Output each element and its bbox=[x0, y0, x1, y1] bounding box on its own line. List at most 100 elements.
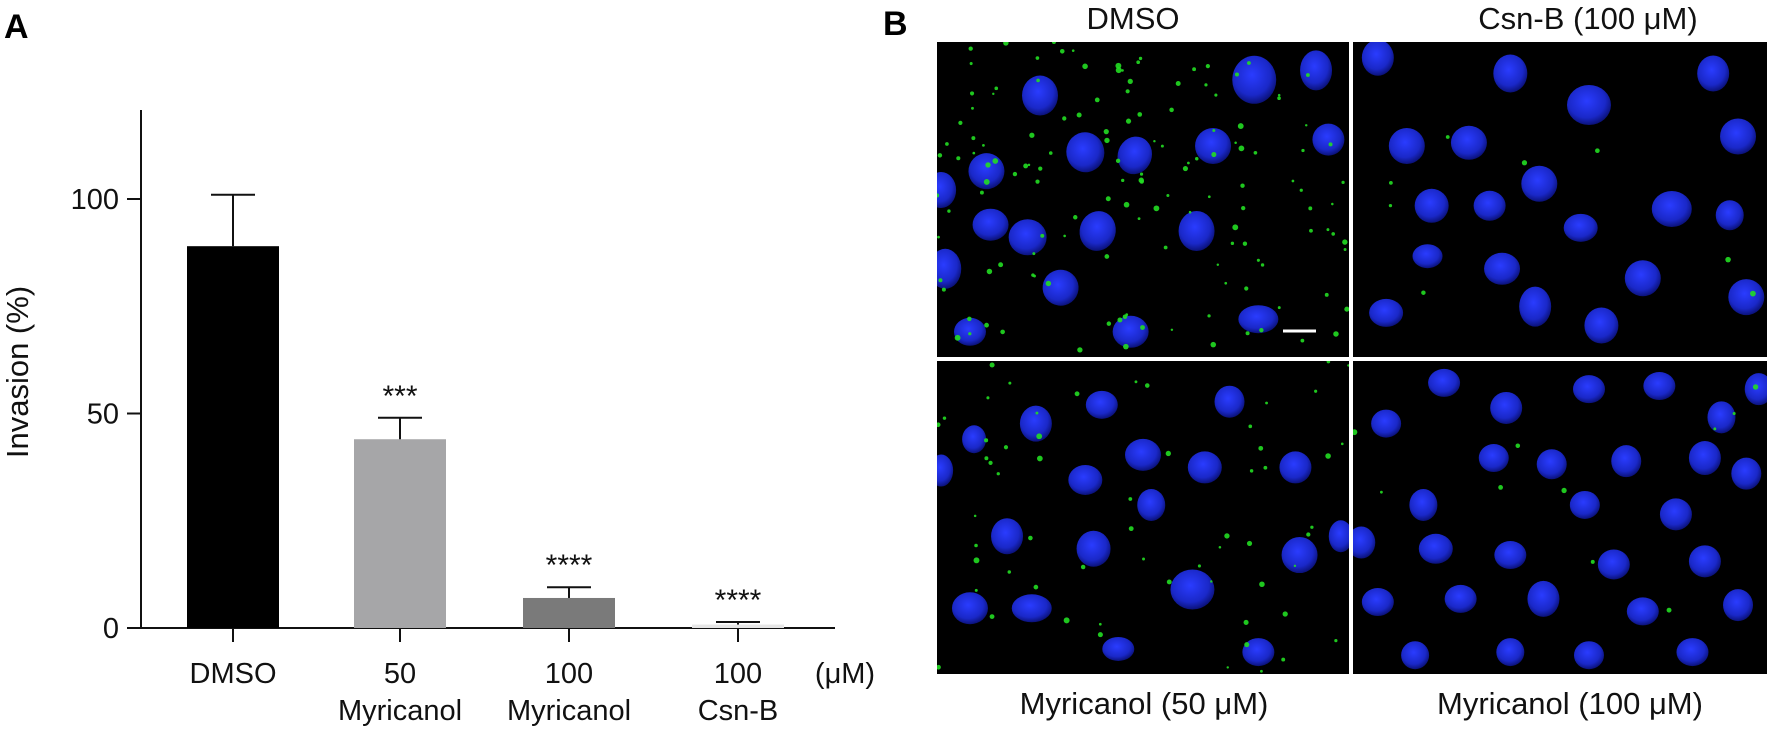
cell-nucleus bbox=[1361, 588, 1394, 617]
cell-nucleus bbox=[1536, 449, 1567, 480]
cell-nucleus bbox=[1676, 638, 1709, 667]
cell-nucleus bbox=[1651, 190, 1692, 227]
significance-labels: *********** bbox=[382, 380, 761, 617]
green-punctum bbox=[1160, 144, 1164, 148]
cell-nucleus bbox=[1079, 211, 1116, 251]
cell-nucleus bbox=[1723, 589, 1754, 622]
cell-nucleus bbox=[1597, 549, 1630, 580]
green-punctum bbox=[1036, 433, 1043, 440]
cell-nucleus bbox=[1137, 488, 1166, 521]
green-punctum bbox=[1003, 42, 1009, 46]
cell-nucleus bbox=[1232, 55, 1277, 104]
green-punctum bbox=[979, 190, 984, 195]
green-punctum bbox=[1117, 317, 1123, 323]
green-punctum bbox=[937, 193, 940, 198]
green-punctum bbox=[1115, 158, 1121, 163]
cell-nucleus bbox=[1242, 638, 1275, 667]
green-punctum bbox=[1097, 632, 1103, 638]
micrograph-title-csnb: Csn-B (100 μM) bbox=[1478, 1, 1697, 36]
green-punctum bbox=[974, 543, 978, 548]
green-punctum bbox=[971, 106, 974, 110]
green-punctum bbox=[1207, 314, 1211, 318]
error-bars bbox=[211, 193, 760, 625]
green-punctum bbox=[1324, 292, 1329, 297]
cell-nucleus bbox=[1178, 211, 1215, 251]
cell-nucleus bbox=[1042, 269, 1079, 306]
green-punctum bbox=[992, 92, 995, 96]
green-punctum bbox=[983, 179, 990, 185]
green-punctum bbox=[989, 362, 995, 368]
cell-nucleus bbox=[951, 592, 988, 625]
green-punctum bbox=[1188, 210, 1192, 214]
green-punctum bbox=[982, 143, 985, 147]
cell-nucleus bbox=[1659, 498, 1692, 531]
green-punctum bbox=[1234, 141, 1237, 145]
green-punctum bbox=[1137, 217, 1141, 221]
green-punctum bbox=[1207, 195, 1211, 199]
green-punctum bbox=[1242, 241, 1248, 246]
green-punctum bbox=[969, 91, 975, 96]
green-punctum bbox=[1076, 112, 1082, 118]
micrograph-grid bbox=[935, 40, 1769, 676]
green-punctum bbox=[1237, 123, 1244, 129]
cell-nucleus bbox=[1478, 444, 1509, 473]
green-punctum bbox=[1153, 205, 1160, 212]
green-punctum bbox=[937, 235, 940, 239]
green-punctum bbox=[1139, 179, 1144, 184]
green-punctum bbox=[1232, 224, 1239, 231]
cell-nucleus bbox=[1187, 451, 1222, 484]
cell-nucleus bbox=[1011, 594, 1052, 623]
x-tick-label: 50 bbox=[384, 658, 416, 690]
cell-nucleus bbox=[1195, 127, 1232, 164]
cell-nucleus bbox=[1624, 260, 1661, 297]
green-punctum bbox=[1326, 228, 1330, 232]
green-punctum bbox=[998, 262, 1004, 268]
green-punctum bbox=[1230, 241, 1235, 246]
green-punctum bbox=[1074, 391, 1080, 397]
cell-nucleus bbox=[1281, 537, 1318, 574]
micrograph-title-myricanol-50: Myricanol (50 μM) bbox=[1020, 686, 1269, 721]
green-punctum bbox=[1127, 78, 1133, 85]
green-punctum bbox=[1226, 666, 1229, 669]
green-punctum bbox=[1038, 166, 1043, 171]
cell-nucleus bbox=[1361, 42, 1394, 76]
green-punctum bbox=[1210, 580, 1213, 583]
green-punctum bbox=[1291, 179, 1295, 183]
cell-nucleus bbox=[1566, 85, 1611, 125]
green-punctum bbox=[1125, 118, 1132, 124]
green-punctum bbox=[1247, 61, 1251, 65]
green-punctum bbox=[1561, 487, 1567, 494]
green-punctum bbox=[1308, 206, 1313, 211]
x-tick-label-line2: Csn-B bbox=[698, 695, 779, 727]
green-punctum bbox=[958, 120, 963, 125]
cell-nucleus bbox=[1584, 307, 1619, 344]
green-punctum bbox=[1515, 443, 1521, 449]
green-punctum bbox=[1241, 205, 1246, 211]
y-ticks: 0 50 100 bbox=[71, 184, 141, 645]
y-tick-label: 50 bbox=[87, 399, 119, 431]
green-punctum bbox=[1098, 622, 1102, 626]
green-punctum bbox=[1277, 96, 1281, 101]
green-punctum bbox=[1063, 617, 1070, 624]
green-punctum bbox=[996, 472, 1000, 476]
green-punctum bbox=[1245, 331, 1250, 336]
green-punctum bbox=[989, 614, 995, 620]
green-punctum bbox=[969, 62, 973, 66]
cell-nucleus bbox=[1707, 401, 1736, 434]
green-punctum bbox=[1224, 533, 1230, 539]
green-punctum bbox=[1238, 145, 1245, 152]
cell-nucleus bbox=[1300, 50, 1333, 91]
green-punctum bbox=[1214, 93, 1218, 97]
green-punctum bbox=[937, 422, 941, 428]
cell-nucleus bbox=[1019, 405, 1052, 442]
green-punctum bbox=[1033, 584, 1039, 590]
green-punctum bbox=[1035, 411, 1039, 415]
cell-nucleus bbox=[937, 248, 962, 289]
green-punctum bbox=[1249, 469, 1254, 473]
green-punctum bbox=[956, 156, 961, 161]
green-punctum bbox=[986, 268, 993, 275]
cell-nucleus bbox=[1238, 305, 1279, 334]
green-punctum bbox=[986, 396, 990, 400]
green-punctum bbox=[1343, 248, 1347, 252]
green-punctum bbox=[1062, 116, 1067, 121]
